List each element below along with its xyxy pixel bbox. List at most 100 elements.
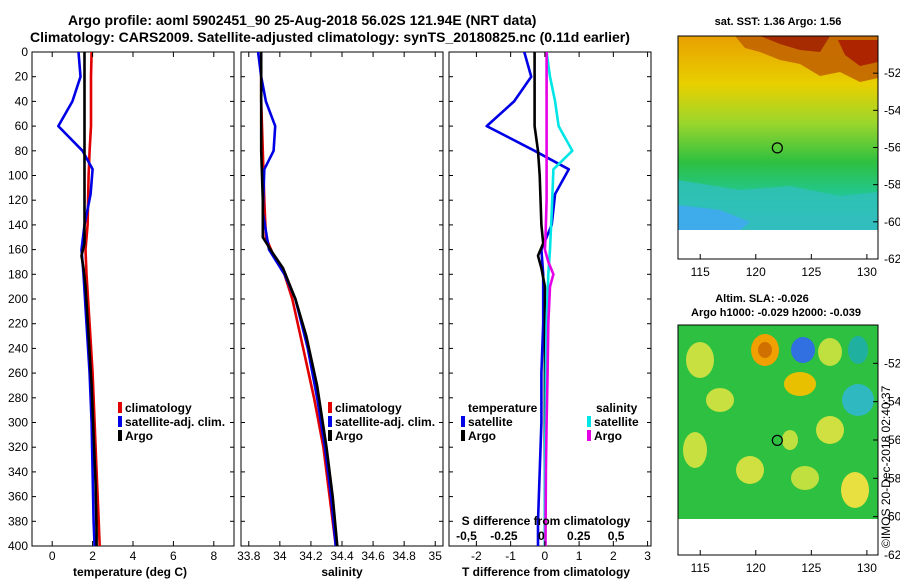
legend-swatch-argo	[328, 430, 332, 441]
depth-tick-label: 400	[8, 539, 28, 553]
argo-location-marker	[771, 434, 783, 446]
map-lat-label: -58	[884, 471, 900, 485]
series-line-argo	[80, 52, 98, 546]
sla-blob	[706, 388, 734, 412]
difference-legend: temperature satellite Argo salinity sate…	[461, 401, 639, 443]
legend-label-satellite: satellite-adj. clim.	[125, 415, 225, 429]
sla-blob	[818, 338, 842, 366]
legend-label-t-satellite: satellite	[468, 415, 513, 429]
map-lon-label: 115	[691, 561, 710, 575]
legend-swatch-climatology	[118, 402, 122, 413]
sst-map	[678, 36, 878, 259]
imos-watermark: ©IMOS 20-Dec-2018 02:40:37	[879, 385, 893, 548]
depth-tick-label: 360	[8, 490, 28, 504]
map-lat-label: -52	[884, 66, 900, 80]
map-lon-label: 125	[801, 561, 821, 575]
sst-cold-patch	[678, 205, 750, 230]
sla-map	[678, 325, 878, 519]
x-tick-label: 33.8	[237, 549, 261, 563]
legend-label-argo: Argo	[125, 429, 153, 443]
temperature-xlabel: temperature (deg C)	[73, 565, 187, 579]
x-tick-label: -2	[471, 549, 482, 563]
depth-tick-label: 320	[8, 440, 28, 454]
legend-swatch-satellite	[328, 416, 332, 427]
map-lat-label: -62	[884, 252, 900, 266]
temperature-series	[56, 52, 101, 546]
legend-label-climatology: climatology	[125, 401, 192, 415]
legend-swatch-t-satellite	[461, 416, 465, 427]
argo-location-marker	[771, 142, 783, 154]
sst-map-axes: 115 120 125 130 -52 -54 -56 -58 -60 -62	[691, 66, 900, 279]
sla-map-subtitle: Argo h1000: -0.029 h2000: -0.039	[691, 307, 861, 319]
sla-blob	[848, 336, 868, 364]
x-tick-label: 0	[49, 549, 56, 563]
series-line-argo	[259, 52, 339, 546]
legend-label-s-satellite: satellite	[594, 415, 639, 429]
depth-tick-label: 260	[8, 366, 28, 380]
x-tick-label: 2	[89, 549, 96, 563]
map-lat-label: -56	[884, 141, 900, 155]
s-tick-label: -0.25	[490, 529, 518, 543]
sla-high-blob	[784, 372, 816, 396]
legend-label-satellite: satellite-adj. clim.	[335, 415, 435, 429]
x-axis-ticks: 0 2 4 6 8 33.8 34 34.2 34.4 34.6 34.8 35 -2 -1 0 1 2 3 -0,…	[49, 52, 651, 563]
legend-title-salinity: salinity	[596, 401, 638, 415]
x-tick-label: 1	[576, 549, 583, 563]
legend-title-temperature: temperature	[468, 401, 538, 415]
map-lat-label: -56	[884, 433, 900, 447]
x-tick-label: -1	[505, 549, 516, 563]
map-lat-label: -62	[884, 548, 900, 562]
sst-hot-patch-east	[838, 40, 878, 66]
legend-swatch-climatology	[328, 402, 332, 413]
s-tick-label: 0,5	[608, 529, 625, 543]
depth-tick-label: 120	[8, 193, 28, 207]
sla-blob	[791, 466, 819, 490]
legend-swatch-t-argo	[461, 430, 465, 441]
series-line-s-argo	[543, 52, 555, 546]
sst-hot-patch	[760, 36, 830, 52]
legend-label-t-argo: Argo	[468, 429, 496, 443]
sst-map-title: sat. SST: 1.36 Argo: 1.56	[715, 16, 842, 28]
salinity-series	[256, 52, 339, 546]
sla-high-core	[758, 342, 772, 358]
sla-blob	[683, 432, 707, 468]
x-tick-label: 2	[610, 549, 617, 563]
title-line-1: Argo profile: aoml 5902451_90 25-Aug-201…	[68, 12, 536, 28]
depth-tick-label: 220	[8, 317, 28, 331]
map-lon-label: 125	[801, 265, 821, 279]
sla-blob	[816, 416, 844, 444]
salinity-panel	[240, 51, 444, 547]
title-line-2: Climatology: CARS2009. Satellite-adjuste…	[30, 29, 630, 45]
series-line-climatology	[84, 52, 101, 546]
x-tick-label: 8	[210, 549, 217, 563]
x-tick-label: 34.4	[330, 549, 354, 563]
x-tick-label: 34.6	[361, 549, 385, 563]
legend-label-climatology: climatology	[335, 401, 402, 415]
legend-swatch-argo	[118, 430, 122, 441]
x-tick-label: 34.2	[299, 549, 323, 563]
x-tick-label: 0	[542, 549, 549, 563]
sla-low-blob	[791, 337, 815, 363]
sla-blob	[782, 430, 798, 450]
sst-nodata	[678, 230, 878, 259]
map-lat-label: -52	[884, 356, 900, 370]
x-tick-label: 4	[130, 549, 137, 563]
x-tick-label: 35	[429, 549, 443, 563]
depth-tick-label: 160	[8, 243, 28, 257]
depth-tick-label: 100	[8, 169, 28, 183]
x-tick-label: 34	[273, 549, 287, 563]
series-line-satellite-adj-clim-	[56, 52, 96, 546]
salinity-xlabel: salinity	[321, 565, 363, 579]
depth-tick-label: 380	[8, 514, 28, 528]
sla-blob	[841, 472, 869, 508]
depth-tick-label: 300	[8, 416, 28, 430]
legend-swatch-s-satellite	[587, 416, 591, 427]
legend-label-argo: Argo	[335, 429, 363, 443]
salinity-legend: climatology satellite-adj. clim. Argo	[328, 401, 435, 443]
legend-swatch-s-argo	[587, 430, 591, 441]
temperature-legend: climatology satellite-adj. clim. Argo	[118, 401, 225, 443]
depth-tick-label: 140	[8, 218, 28, 232]
map-lon-label: 130	[857, 265, 877, 279]
depth-tick-label: 40	[15, 94, 29, 108]
